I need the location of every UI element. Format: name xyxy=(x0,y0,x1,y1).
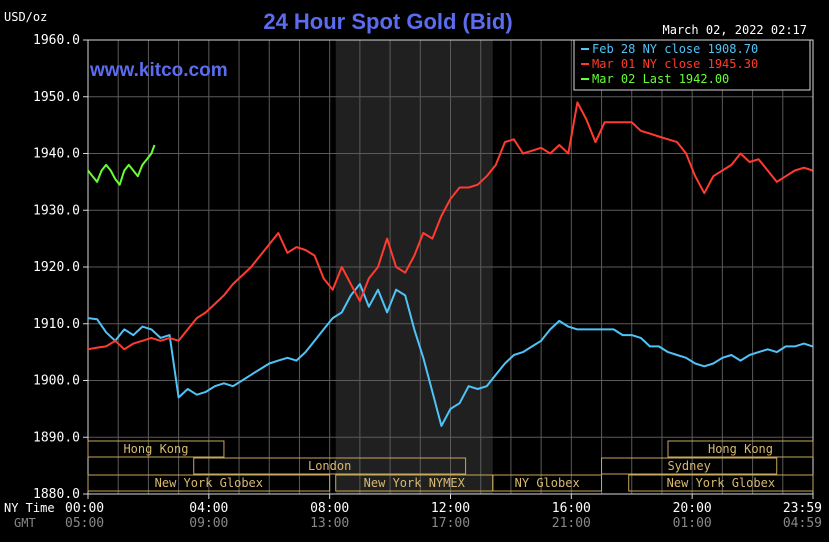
y-tick-label: 1920.0 xyxy=(33,260,80,275)
series-line xyxy=(87,101,814,351)
ny-time-tick-label: 16:00 xyxy=(552,501,591,516)
session-label: New York Globex xyxy=(155,476,263,490)
grid-lines xyxy=(88,39,813,495)
y-tick-label: 1890.0 xyxy=(33,430,80,445)
session-label: NY Globex xyxy=(515,476,580,490)
session-label: New York Globex xyxy=(667,476,775,490)
gmt-tick-label: 05:00 xyxy=(65,516,104,531)
ny-time-tick-label: 23:59 xyxy=(783,501,822,516)
legend-entry: Mar 01 NY close 1945.30 xyxy=(592,57,758,71)
y-tick-label: 1910.0 xyxy=(33,317,80,332)
ny-time-tick-label: 04:00 xyxy=(189,501,228,516)
session-box xyxy=(667,440,814,458)
session-box xyxy=(193,457,467,475)
ny-time-tick-label: 12:00 xyxy=(431,501,470,516)
gmt-tick-label: 04:59 xyxy=(783,516,822,531)
session-label: Sydney xyxy=(667,459,710,473)
gmt-tick-label: 01:00 xyxy=(673,516,712,531)
y-tick-label: 1930.0 xyxy=(33,203,80,218)
y-axis-label: USD/oz xyxy=(4,10,47,24)
y-tick-label: 1940.0 xyxy=(33,147,80,162)
legend-entry: Feb 28 NY close 1908.70 xyxy=(592,42,758,56)
chart-title: 24 Hour Spot Gold (Bid) xyxy=(263,9,512,34)
legend-box xyxy=(573,39,811,91)
gmt-label: GMT xyxy=(14,516,36,530)
session-label: London xyxy=(308,459,351,473)
session-box xyxy=(601,457,778,475)
session-box xyxy=(628,474,814,492)
y-tick-label: 1880.0 xyxy=(33,487,80,502)
timestamp: March 02, 2022 02:17 xyxy=(663,23,808,37)
gmt-tick-label: 21:00 xyxy=(552,516,591,531)
session-box xyxy=(87,474,331,492)
y-axis-ticks: 1960.0 1950.0 1940.0 1930.0 1920.0 1910.0 1900… xyxy=(33,33,88,502)
price-series xyxy=(87,101,814,427)
session-box xyxy=(492,474,603,492)
gmt-tick-label: 09:00 xyxy=(189,516,228,531)
session-label: New York NYMEX xyxy=(364,476,466,490)
session-box xyxy=(87,440,225,458)
gmt-tick-label: 13:00 xyxy=(310,516,349,531)
market-sessions: Hong Kong Hong Kong London Sydney New York G… xyxy=(87,440,814,492)
y-tick-label: 1960.0 xyxy=(33,33,80,48)
y-tick-label: 1900.0 xyxy=(33,374,80,389)
series-line xyxy=(87,144,156,186)
chart-subtitle: www.kitco.com xyxy=(89,60,228,81)
session-label: Hong Kong xyxy=(123,442,188,456)
series-line xyxy=(87,283,814,427)
y-tick-label: 1950.0 xyxy=(33,90,80,105)
ny-time-label: NY Time xyxy=(4,501,55,515)
gmt-tick-label: 17:00 xyxy=(431,516,470,531)
session-label: Hong Kong xyxy=(708,442,773,456)
ny-time-tick-label: 00:00 xyxy=(65,501,104,516)
ny-time-tick-label: 20:00 xyxy=(673,501,712,516)
legend-entry: Mar 02 Last 1942.00 xyxy=(592,72,729,86)
ny-time-tick-label: 08:00 xyxy=(310,501,349,516)
